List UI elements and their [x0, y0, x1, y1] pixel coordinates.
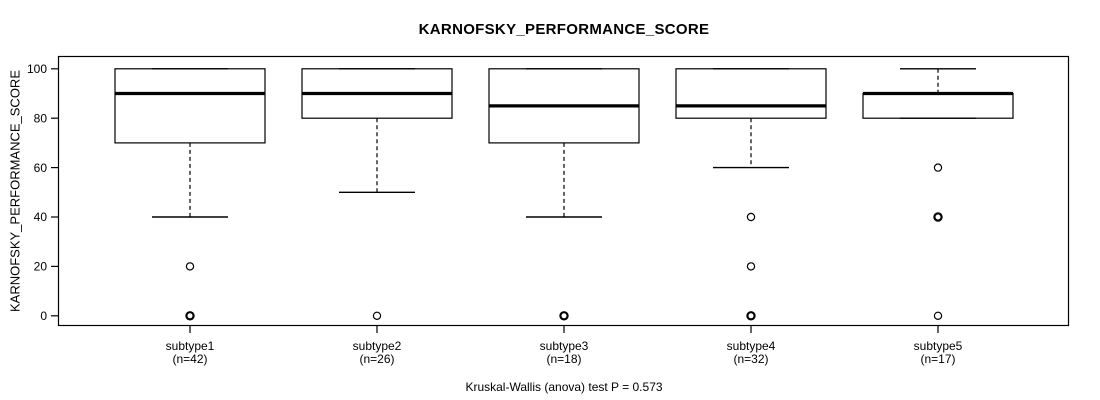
outlier-point: [746, 311, 756, 321]
category-label: subtype2: [353, 339, 402, 353]
category-label: subtype4: [727, 339, 776, 353]
category-label: subtype1: [166, 339, 215, 353]
category-count-label: (n=17): [920, 352, 955, 366]
category-label: subtype5: [914, 339, 963, 353]
y-tick-label: 20: [34, 260, 48, 274]
outlier-point: [185, 311, 195, 321]
outlier-point: [185, 262, 195, 271]
outlier-point: [746, 212, 756, 222]
category-label: subtype3: [540, 339, 589, 353]
y-tick-label: 60: [34, 161, 48, 175]
y-tick-label: 0: [40, 309, 47, 323]
iqr-box: [862, 92, 1014, 119]
outlier-point: [559, 311, 569, 321]
y-tick-label: 40: [34, 210, 48, 224]
category-count-label: (n=18): [546, 352, 581, 366]
outlier-point: [933, 212, 943, 222]
outlier-point: [746, 262, 756, 271]
iqr-box: [114, 68, 266, 144]
y-tick-label: 100: [27, 62, 47, 76]
category-count-label: (n=32): [733, 352, 768, 366]
outlier-point: [933, 311, 943, 320]
stat-test-caption: Kruskal-Wallis (anova) test P = 0.573: [465, 380, 663, 394]
outlier-point: [933, 163, 943, 172]
iqr-box: [675, 68, 827, 119]
y-tick-label: 80: [34, 111, 48, 125]
outlier-point: [372, 311, 382, 320]
category-count-label: (n=26): [359, 352, 394, 366]
category-count-label: (n=42): [172, 352, 207, 366]
chart-title: KARNOFSKY_PERFORMANCE_SCORE: [418, 21, 710, 38]
